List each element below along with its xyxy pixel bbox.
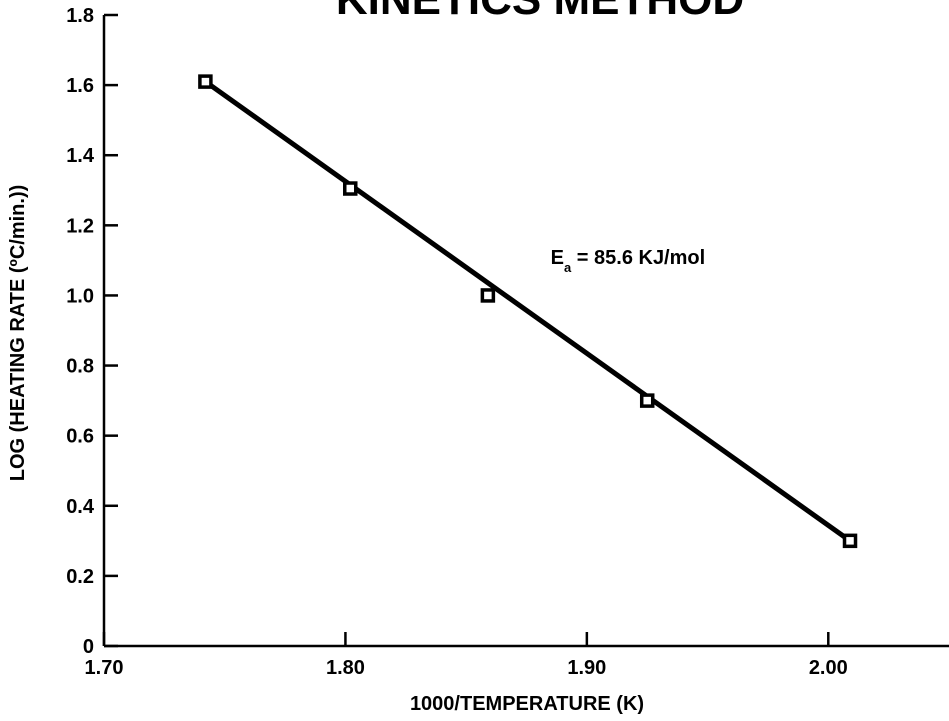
y-tick-label: 0.4 bbox=[66, 496, 95, 518]
y-tick-label: 0.8 bbox=[66, 356, 94, 378]
y-tick-label: 1.0 bbox=[66, 285, 94, 307]
data-point-marker bbox=[842, 533, 858, 549]
annotation-rest: = 85.6 KJ/mol bbox=[571, 247, 705, 269]
x-axis-title: 1000/TEMPERATURE (K) bbox=[410, 693, 644, 715]
data-point-marker bbox=[343, 181, 358, 196]
y-tick-label: 0 bbox=[83, 636, 94, 658]
x-axis-ticks: 1.70 1.80 1.90 2.00 bbox=[85, 632, 848, 679]
y-tick-label: 1.6 bbox=[66, 75, 94, 97]
fit-line bbox=[203, 79, 852, 543]
axes bbox=[102, 15, 949, 648]
chart-title: KINETICS METHOD bbox=[336, 0, 744, 24]
y-axis-ticks: 0 0.2 0.4 0.6 0.8 1.0 1.2 1.4 1.6 1.8 bbox=[66, 5, 118, 658]
activation-energy-annotation: Ea = 85.6 KJ/mol bbox=[551, 247, 706, 275]
data-point-marker bbox=[639, 393, 655, 408]
x-tick-label: 1.70 bbox=[85, 657, 124, 679]
x-tick-label: 1.80 bbox=[326, 657, 365, 679]
x-tick-label: 1.90 bbox=[567, 657, 606, 679]
y-axis-title: LOG (HEATING RATE (ºC/min.)) bbox=[7, 185, 29, 482]
data-point-marker bbox=[198, 74, 213, 89]
data-point-marker bbox=[480, 288, 496, 303]
y-tick-label: 0.6 bbox=[66, 426, 94, 448]
y-tick-label: 1.2 bbox=[66, 215, 94, 237]
x-tick-label: 2.00 bbox=[809, 657, 848, 679]
y-tick-label: 0.2 bbox=[66, 566, 94, 588]
annotation-subscript: a bbox=[564, 260, 572, 275]
annotation-main: E bbox=[551, 247, 564, 269]
y-tick-label: 1.8 bbox=[66, 5, 94, 27]
series-layer bbox=[198, 74, 858, 549]
y-tick-label: 1.4 bbox=[66, 145, 95, 167]
